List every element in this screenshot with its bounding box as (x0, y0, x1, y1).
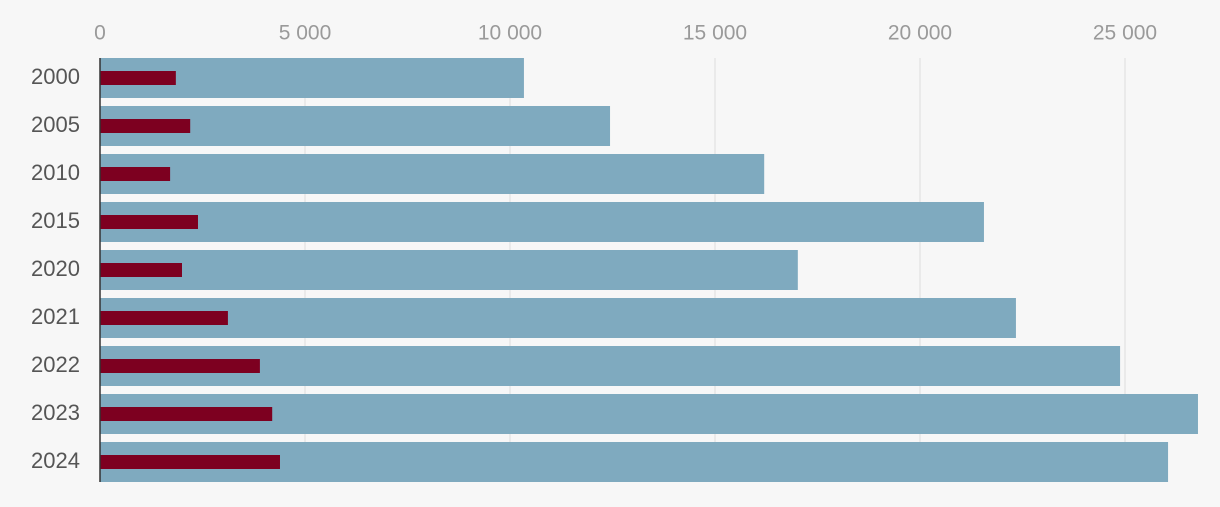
bar (100, 407, 273, 421)
y-tick-label: 2010 (31, 160, 80, 185)
x-tick-label: 10 000 (478, 22, 542, 45)
bar (100, 215, 198, 229)
y-tick-label: 2005 (31, 112, 80, 137)
bar (100, 263, 182, 277)
y-tick-label: 2020 (31, 256, 80, 281)
bar (100, 394, 1198, 434)
bar (100, 250, 798, 290)
bar (100, 455, 280, 469)
bar (100, 298, 1016, 338)
y-tick-label: 2000 (31, 64, 80, 89)
bar (100, 71, 176, 85)
bar (100, 359, 260, 373)
x-tick-label: 20 000 (888, 22, 952, 45)
bar (100, 202, 984, 242)
y-tick-label: 2015 (31, 208, 80, 233)
y-tick-label: 2022 (31, 352, 80, 377)
x-tick-label: 0 (94, 22, 106, 45)
bar (100, 167, 171, 181)
bar (100, 346, 1121, 386)
bar (100, 119, 191, 133)
bar (100, 154, 765, 194)
bar (100, 311, 228, 325)
y-tick-label: 2024 (31, 448, 80, 473)
y-tick-label: 2021 (31, 304, 80, 329)
x-tick-label: 5 000 (279, 22, 332, 45)
x-tick-label: 15 000 (683, 22, 747, 45)
x-tick-label: 25 000 (1093, 22, 1157, 45)
y-tick-label: 2023 (31, 400, 80, 425)
